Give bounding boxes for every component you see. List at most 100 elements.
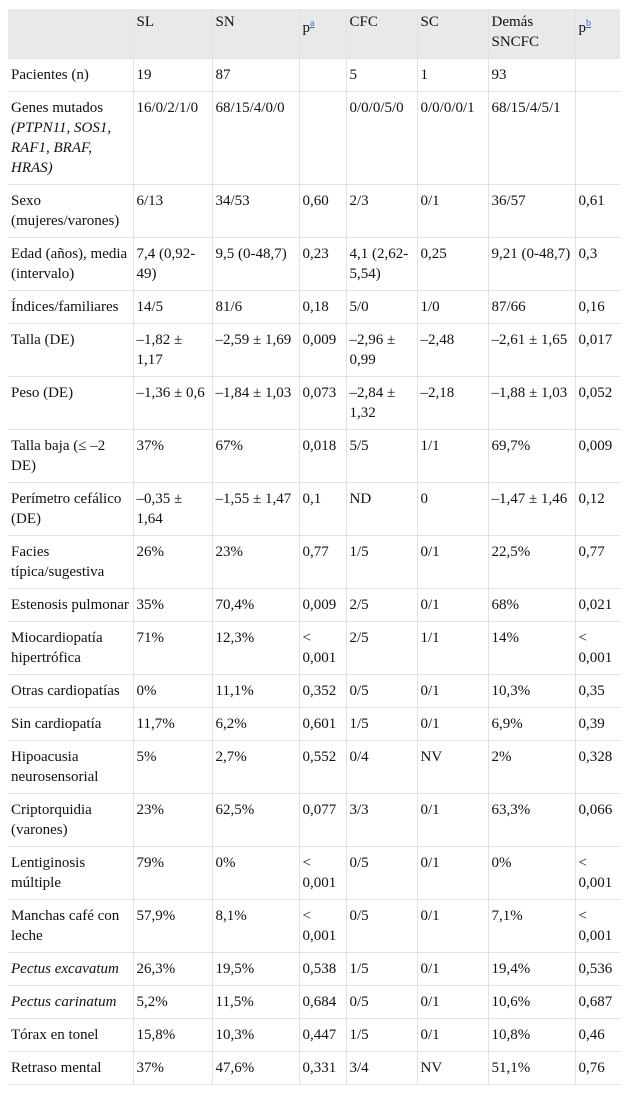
cell-p-a: 0,447: [299, 1018, 347, 1052]
row-label-text: Pacientes (n): [11, 67, 89, 83]
row-label: Genes mutados (PTPN11, SOS1, RAF1, BRAF,…: [8, 91, 134, 185]
cell-cfc: 0/5: [346, 985, 418, 1019]
row-label-text: Talla (DE): [11, 332, 75, 348]
cell-sn: 6,2%: [212, 707, 300, 741]
cell-demas-sncfc: 9,21 (0-48,7): [488, 237, 576, 291]
cell-sn: –1,84 ± 1,03: [212, 376, 300, 430]
cell-demas-sncfc: 19,4%: [488, 952, 576, 986]
header-cell-demas-sncfc: Demás SNCFC: [488, 9, 576, 59]
row-label: Lentiginosis múltiple: [8, 846, 134, 900]
cell-sl: –1,82 ± 1,17: [133, 323, 213, 377]
footnote-a-link[interactable]: a: [310, 18, 315, 29]
cell-demas-sncfc: 69,7%: [488, 429, 576, 483]
cell-p-a: 0,60: [299, 184, 347, 238]
cell-demas-sncfc: 0%: [488, 846, 576, 900]
header-cell-sc: SC: [417, 9, 489, 59]
cell-p-a: 0,018: [299, 429, 347, 483]
cell-p-a: 0,009: [299, 323, 347, 377]
cell-p-b: 0,61: [575, 184, 620, 238]
row-label: Talla (DE): [8, 323, 134, 377]
cell-demas-sncfc: 68/15/4/5/1: [488, 91, 576, 185]
cell-sl: 26%: [133, 535, 213, 589]
cell-p-b: < 0,001: [575, 621, 620, 675]
cell-cfc: 4,1 (2,62-5,54): [346, 237, 418, 291]
cell-cfc: 2/3: [346, 184, 418, 238]
cell-p-a: 0,352: [299, 674, 347, 708]
cell-cfc: 5/0: [346, 290, 418, 324]
cell-demas-sncfc: 2%: [488, 740, 576, 794]
row-label-genes: (PTPN11, SOS1, RAF1, BRAF, HRAS): [11, 120, 112, 176]
table-row: Hipoacusia neurosensorial 5% 2,7% 0,552 0/4 N…: [8, 740, 620, 794]
header-p-b-label: p: [578, 20, 587, 36]
cell-sn: 8,1%: [212, 899, 300, 953]
row-label: Perímetro cefálico (DE): [8, 482, 134, 536]
cell-p-b: 0,46: [575, 1018, 620, 1052]
cell-p-a: 0,538: [299, 952, 347, 986]
row-label: Pacientes (n): [8, 58, 134, 92]
cell-demas-sncfc: –1,88 ± 1,03: [488, 376, 576, 430]
row-label: Hipoacusia neurosensorial: [8, 740, 134, 794]
table-row: Peso (DE) –1,36 ± 0,6 –1,84 ± 1,03 0,073 –2,…: [8, 376, 620, 430]
cell-p-a: 0,18: [299, 290, 347, 324]
cell-sn: 9,5 (0-48,7): [212, 237, 300, 291]
cell-cfc: 0/5: [346, 674, 418, 708]
cell-sc: 0/1: [417, 535, 489, 589]
table-row: Miocardiopatía hipertrófica 71% 12,3% < 0,0…: [8, 621, 620, 675]
row-label-text: Índices/familiares: [11, 299, 119, 315]
cell-sc: 1/1: [417, 429, 489, 483]
cell-p-b: 0,009: [575, 429, 620, 483]
cell-demas-sncfc: 51,1%: [488, 1051, 576, 1085]
cell-cfc: 1/5: [346, 952, 418, 986]
cell-demas-sncfc: 63,3%: [488, 793, 576, 847]
cell-sc: 0/1: [417, 588, 489, 622]
row-label: Criptorquidia (varones): [8, 793, 134, 847]
cell-sc: 0/0/0/0/1: [417, 91, 489, 185]
cell-p-b: 0,3: [575, 237, 620, 291]
cell-sl: 26,3%: [133, 952, 213, 986]
row-label: Edad (años), media (intervalo): [8, 237, 134, 291]
cell-demas-sncfc: 14%: [488, 621, 576, 675]
cell-sc: 0/1: [417, 707, 489, 741]
row-label-text: Talla baja (≤ –2 DE): [11, 438, 106, 474]
row-label-text: Sexo (mujeres/varones): [11, 193, 120, 229]
row-label: Pectus excavatum: [8, 952, 134, 986]
row-label: Pectus carinatum: [8, 985, 134, 1019]
table-row: Talla baja (≤ –2 DE) 37% 67% 0,018 5/5 1/1 69,…: [8, 429, 620, 483]
table-body: Pacientes (n) 19 87 5 1 93 Genes mutados (PTPN…: [8, 58, 620, 1085]
cell-sl: 23%: [133, 793, 213, 847]
cell-sc: 0/1: [417, 952, 489, 986]
cell-sl: 11,7%: [133, 707, 213, 741]
cell-cfc: 0/5: [346, 899, 418, 953]
cell-p-a: [299, 91, 347, 185]
cell-demas-sncfc: 68%: [488, 588, 576, 622]
cell-sn: 0%: [212, 846, 300, 900]
cell-demas-sncfc: 36/57: [488, 184, 576, 238]
row-label: Sin cardiopatía: [8, 707, 134, 741]
cell-p-a: < 0,001: [299, 846, 347, 900]
row-label: Manchas café con leche: [8, 899, 134, 953]
cell-demas-sncfc: 93: [488, 58, 576, 92]
cell-demas-sncfc: 6,9%: [488, 707, 576, 741]
cell-p-a: < 0,001: [299, 621, 347, 675]
cell-sn: –2,59 ± 1,69: [212, 323, 300, 377]
cell-demas-sncfc: 10,3%: [488, 674, 576, 708]
table-row: Manchas café con leche 57,9% 8,1% < 0,001 0/…: [8, 899, 620, 953]
cell-sn: 67%: [212, 429, 300, 483]
cell-cfc: 0/5: [346, 846, 418, 900]
cell-sc: NV: [417, 740, 489, 794]
table-row: Pacientes (n) 19 87 5 1 93: [8, 58, 620, 92]
table-row: Estenosis pulmonar 35% 70,4% 0,009 2/5 0/1 68%…: [8, 588, 620, 622]
cell-sl: 5%: [133, 740, 213, 794]
row-label: Facies típica/sugestiva: [8, 535, 134, 589]
row-label-text: Pectus carinatum: [11, 994, 117, 1010]
footnote-b-link[interactable]: b: [586, 18, 591, 29]
row-label: Miocardiopatía hipertrófica: [8, 621, 134, 675]
row-label-text: Otras cardiopatías: [11, 683, 120, 699]
cell-sl: 7,4 (0,92-49): [133, 237, 213, 291]
cell-sc: 0/1: [417, 1018, 489, 1052]
header-cell-cfc: CFC: [346, 9, 418, 59]
cell-sl: 35%: [133, 588, 213, 622]
table-row: Sin cardiopatía 11,7% 6,2% 0,601 1/5 0/1 6,9% 0…: [8, 707, 620, 741]
cell-demas-sncfc: 22,5%: [488, 535, 576, 589]
cell-sn: 11,1%: [212, 674, 300, 708]
